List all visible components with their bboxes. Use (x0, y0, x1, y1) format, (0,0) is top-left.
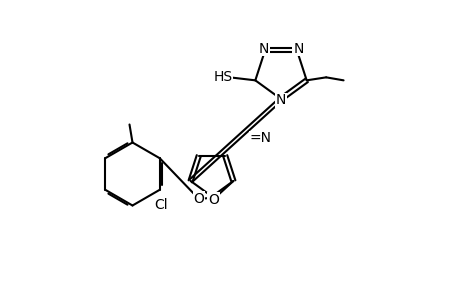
Text: Cl: Cl (154, 198, 168, 212)
Text: HS: HS (213, 70, 232, 84)
Text: O: O (193, 192, 204, 206)
Text: N: N (275, 94, 285, 107)
Text: =N: =N (249, 131, 271, 146)
Text: O: O (207, 193, 218, 206)
Text: N: N (292, 42, 303, 56)
Text: N: N (258, 42, 268, 56)
